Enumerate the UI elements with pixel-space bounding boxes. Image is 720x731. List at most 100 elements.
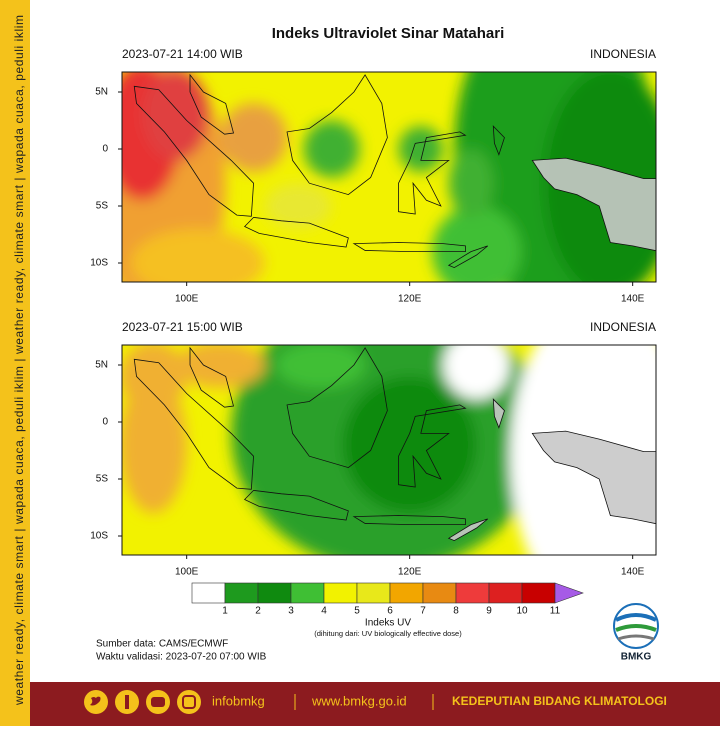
colorbar-arrow (554, 582, 584, 604)
colorbar-tick-label: 1 (222, 606, 228, 617)
uv-area (264, 183, 332, 229)
coastline (531, 430, 656, 525)
icon-glyph (90, 696, 101, 706)
uv-area (175, 345, 265, 388)
uv-area (398, 126, 444, 172)
uv-area (220, 103, 288, 172)
map-panel: 2023-07-21 15:00 WIB INDONESIA 5N 0 5S 10S 100… (90, 320, 657, 578)
uv-area (443, 345, 511, 400)
colorbar-tick-label: 2 (255, 606, 261, 617)
icon-glyph (151, 697, 165, 707)
uv-area (342, 376, 477, 514)
uv-area (448, 149, 494, 218)
colorbar-box (521, 582, 556, 604)
side-strip (0, 0, 30, 726)
colorbar-tick-label: 4 (321, 606, 327, 617)
lon-label: 100E (175, 567, 199, 578)
uv-area (130, 228, 265, 282)
map-frame (121, 344, 657, 556)
lat-label: 5N (95, 87, 108, 98)
coastline (243, 216, 349, 248)
coastline (133, 358, 254, 490)
social-icons (84, 690, 201, 714)
lat-label: 5N (95, 360, 108, 371)
colorbar-tick-label: 5 (354, 606, 360, 617)
icon-glyph (182, 695, 196, 709)
coastline (398, 404, 467, 488)
uv-area (122, 345, 187, 411)
logo-text: BMKG (621, 652, 652, 663)
coastline (286, 74, 388, 196)
colorbar-box (455, 582, 490, 604)
colorbar-box (257, 582, 292, 604)
panel-region: INDONESIA (590, 47, 656, 61)
lat-label: 5S (96, 201, 109, 212)
logo-wave (617, 634, 655, 641)
coastline (492, 125, 505, 156)
colorbar-box (224, 582, 259, 604)
panel-timestamp: 2023-07-21 14:00 WIB (122, 47, 243, 61)
colorbar-tick-label: 7 (420, 606, 426, 617)
coastline (352, 242, 466, 253)
coastline (286, 347, 388, 469)
logo-wave (615, 613, 657, 622)
colorbar-box (290, 582, 325, 604)
coastline (447, 518, 488, 542)
colorbar-box (488, 582, 523, 604)
colorbar-box (422, 582, 457, 604)
colorbar-box (191, 582, 226, 604)
uv-area (275, 345, 366, 388)
footer-handle[interactable]: infobmkg (212, 693, 265, 708)
lat-label: 10S (90, 531, 108, 542)
lon-label: 120E (398, 294, 422, 305)
field-blobs (122, 72, 656, 282)
colorbar-tick-label: 10 (516, 606, 528, 617)
lat-label: 0 (102, 417, 108, 428)
colorbar-tick-label: 11 (550, 606, 561, 617)
colorbar-box (389, 582, 424, 604)
coastline (492, 398, 505, 429)
coastline (398, 131, 467, 215)
uv-area (122, 376, 187, 514)
footer-website[interactable]: www.bmkg.go.id (311, 693, 407, 708)
instagram-icon[interactable] (177, 690, 201, 714)
colorbar-tick-label: 8 (453, 606, 459, 617)
lat-label: 0 (102, 144, 108, 155)
validity: Waktu validasi: 2023-07-20 07:00 WIB (96, 652, 267, 663)
source: Sumber data: CAMS/ECMWF (96, 639, 228, 650)
lat-label: 10S (90, 258, 108, 269)
lon-label: 120E (398, 567, 422, 578)
footer-band (30, 682, 720, 726)
map-field (122, 345, 656, 555)
coastline (531, 157, 656, 252)
colorbar-tick-label: 6 (387, 606, 393, 617)
lon-label: 140E (621, 294, 645, 305)
colorbar-tick-label: 9 (486, 606, 492, 617)
uv-area (303, 120, 360, 178)
side-text: weather ready, climate smart | wapada cu… (12, 15, 26, 706)
colorbar-note: (dihitung dari: UV biologically effectiv… (314, 629, 462, 638)
coastline (447, 245, 488, 269)
map-field (122, 72, 656, 282)
colorbar-box (323, 582, 358, 604)
colorbar: 1 2 3 4 5 6 7 8 9 10 11 (191, 582, 584, 617)
coastline (189, 73, 235, 135)
title: Indeks Ultraviolet Sinar Matahari (272, 25, 505, 42)
coastline (352, 515, 466, 525)
footer-unit: KEDEPUTIAN BIDANG KLIMATOLOGI (452, 694, 667, 708)
lon-label: 140E (621, 567, 645, 578)
coastline (189, 346, 235, 408)
uv-area (431, 206, 522, 282)
coastline (133, 85, 254, 217)
coastline (243, 489, 349, 521)
colorbar-tick-label: 3 (288, 606, 294, 617)
lon-label: 100E (175, 294, 199, 305)
panel-timestamp: 2023-07-21 15:00 WIB (122, 320, 243, 334)
icon-glyph (125, 695, 129, 709)
colorbar-box (356, 582, 391, 604)
map-frame (121, 71, 657, 283)
colorbar-label: Indeks UV (365, 618, 411, 629)
lat-label: 5S (96, 474, 109, 485)
logo-wave (615, 624, 657, 632)
